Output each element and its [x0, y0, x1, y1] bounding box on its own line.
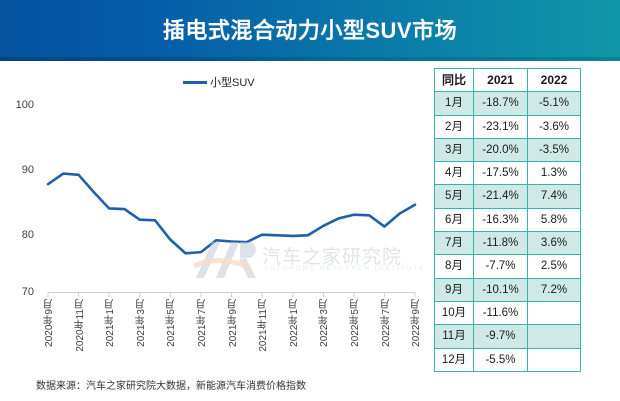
table-cell-month: 2月	[434, 114, 474, 139]
table-row: 3月 -20.0% -3.5%	[434, 137, 581, 163]
table-body: 1月 -18.7% -5.1% 2月 -23.1% -3.6% 3月 -20.0% -3.5% 4…	[434, 91, 581, 372]
table-cell-2021: -16.3%	[473, 207, 528, 233]
table-row: 5月 -21.4% 7.4%	[434, 184, 581, 209]
table-cell-2022: 3.6%	[527, 231, 581, 256]
table-row: 9月 -10.1% 7.2%	[434, 277, 581, 302]
table-row: 7月 -11.8% 3.6%	[434, 231, 581, 256]
x-axis-label-11: 2022年7月	[381, 299, 392, 347]
table-cell-2021: -11.8%	[473, 231, 528, 256]
chart-plot	[46, 172, 417, 297]
table-row: 11月 -9.7%	[434, 324, 581, 349]
x-axis-label-3: 2021年3月	[136, 299, 147, 347]
table-cell-2022: -3.6%	[527, 114, 581, 139]
table-cell-month: 5月	[434, 184, 474, 209]
table-cell-2022: -3.5%	[527, 137, 581, 163]
table-cell-2021: -10.1%	[473, 277, 528, 302]
table-cell-month: 11月	[434, 324, 474, 349]
table-row: 1月 -18.7% -5.1%	[434, 91, 581, 116]
y-axis-tick-80: 80	[21, 229, 34, 241]
table-row: 4月 -17.5% 1.3%	[434, 161, 581, 186]
table-cell-2021: -21.4%	[473, 184, 528, 209]
table-header-2022: 2022	[527, 67, 581, 93]
x-axis-label-6: 2021年9月	[228, 299, 239, 347]
table-cell-2022: 7.2%	[527, 277, 581, 302]
table-cell-month: 7月	[434, 231, 474, 256]
data-source-note: 数据来源：汽车之家研究院大数据，新能源汽车消费价格指数	[36, 381, 306, 392]
table-cell-month: 12月	[434, 347, 474, 372]
x-axis-label-7: 2021年11月	[258, 299, 269, 352]
x-axis-label-8: 2022年1月	[289, 299, 300, 347]
table-row: 6月 -16.3% 5.8%	[434, 207, 581, 233]
x-axis-label-10: 2022年5月	[350, 299, 361, 347]
table-row: 2月 -23.1% -3.6%	[434, 114, 581, 139]
table-cell-month: 3月	[434, 137, 474, 163]
chart-panel: 小型SUV 100 90 80 70	[0, 61, 425, 371]
legend-label: 小型SUV	[210, 77, 255, 89]
yoy-table: 同比 2021 2022 1月 -18.7% -5.1% 2月 -23.1% -3.6% 3…	[434, 67, 581, 372]
table-header-2021: 2021	[473, 67, 528, 93]
table-header-row: 同比 2021 2022	[434, 67, 581, 93]
table-cell-2021: -5.5%	[473, 347, 528, 372]
series-line-xiaoxing-suv	[46, 172, 417, 255]
header-banner	[0, 0, 620, 57]
table-cell-2022: 1.3%	[527, 161, 581, 186]
y-axis-tick-70: 70	[21, 286, 34, 298]
table-cell-2022: 7.4%	[527, 184, 581, 209]
table-cell-2021: -17.5%	[473, 161, 528, 186]
table-cell-2022	[527, 300, 581, 326]
table-cell-2022: 2.5%	[527, 254, 581, 279]
x-axis-label-4: 2021年5月	[166, 299, 177, 347]
chart-legend: 小型SUV	[183, 74, 255, 90]
table-cell-month: 1月	[434, 91, 474, 116]
x-axis-label-0: 2020年9月	[44, 299, 55, 347]
table-cell-month: 8月	[434, 254, 474, 279]
header-banner-underline	[0, 57, 620, 61]
legend-swatch-icon	[183, 80, 207, 84]
table-cell-month: 4月	[434, 161, 474, 186]
table-cell-2022: 5.8%	[527, 207, 581, 233]
table-cell-2021: -20.0%	[473, 137, 528, 163]
table-cell-2021: -9.7%	[473, 324, 528, 349]
table-cell-month: 10月	[434, 300, 474, 326]
table-cell-month: 9月	[434, 277, 474, 302]
table-row: 12月 -5.5%	[434, 347, 581, 372]
x-axis-ticks	[47, 292, 416, 297]
x-axis-label-1: 2020年11月	[75, 299, 86, 352]
table-row: 10月 -11.6%	[434, 300, 581, 326]
y-axis-tick-100: 100	[15, 99, 34, 111]
x-axis-label-12: 2022年9月	[411, 299, 422, 347]
table-cell-2022	[527, 347, 581, 372]
table-cell-2021: -11.6%	[473, 300, 528, 326]
table-header-month: 同比	[434, 67, 474, 93]
table-cell-month: 6月	[434, 207, 474, 233]
x-axis-label-2: 2021年1月	[105, 299, 116, 347]
y-axis-tick-90: 90	[21, 164, 34, 176]
table-cell-2021: -23.1%	[473, 114, 528, 139]
table-cell-2022	[527, 324, 581, 349]
table-row: 8月 -7.7% 2.5%	[434, 254, 581, 279]
x-axis-label-9: 2022年3月	[319, 299, 330, 347]
page-title: 插电式混合动力小型SUV市场	[162, 17, 458, 43]
table-cell-2022: -5.1%	[527, 91, 581, 116]
x-axis-label-5: 2021年7月	[197, 299, 208, 347]
table-cell-2021: -7.7%	[473, 254, 528, 279]
table-cell-2021: -18.7%	[473, 91, 528, 116]
